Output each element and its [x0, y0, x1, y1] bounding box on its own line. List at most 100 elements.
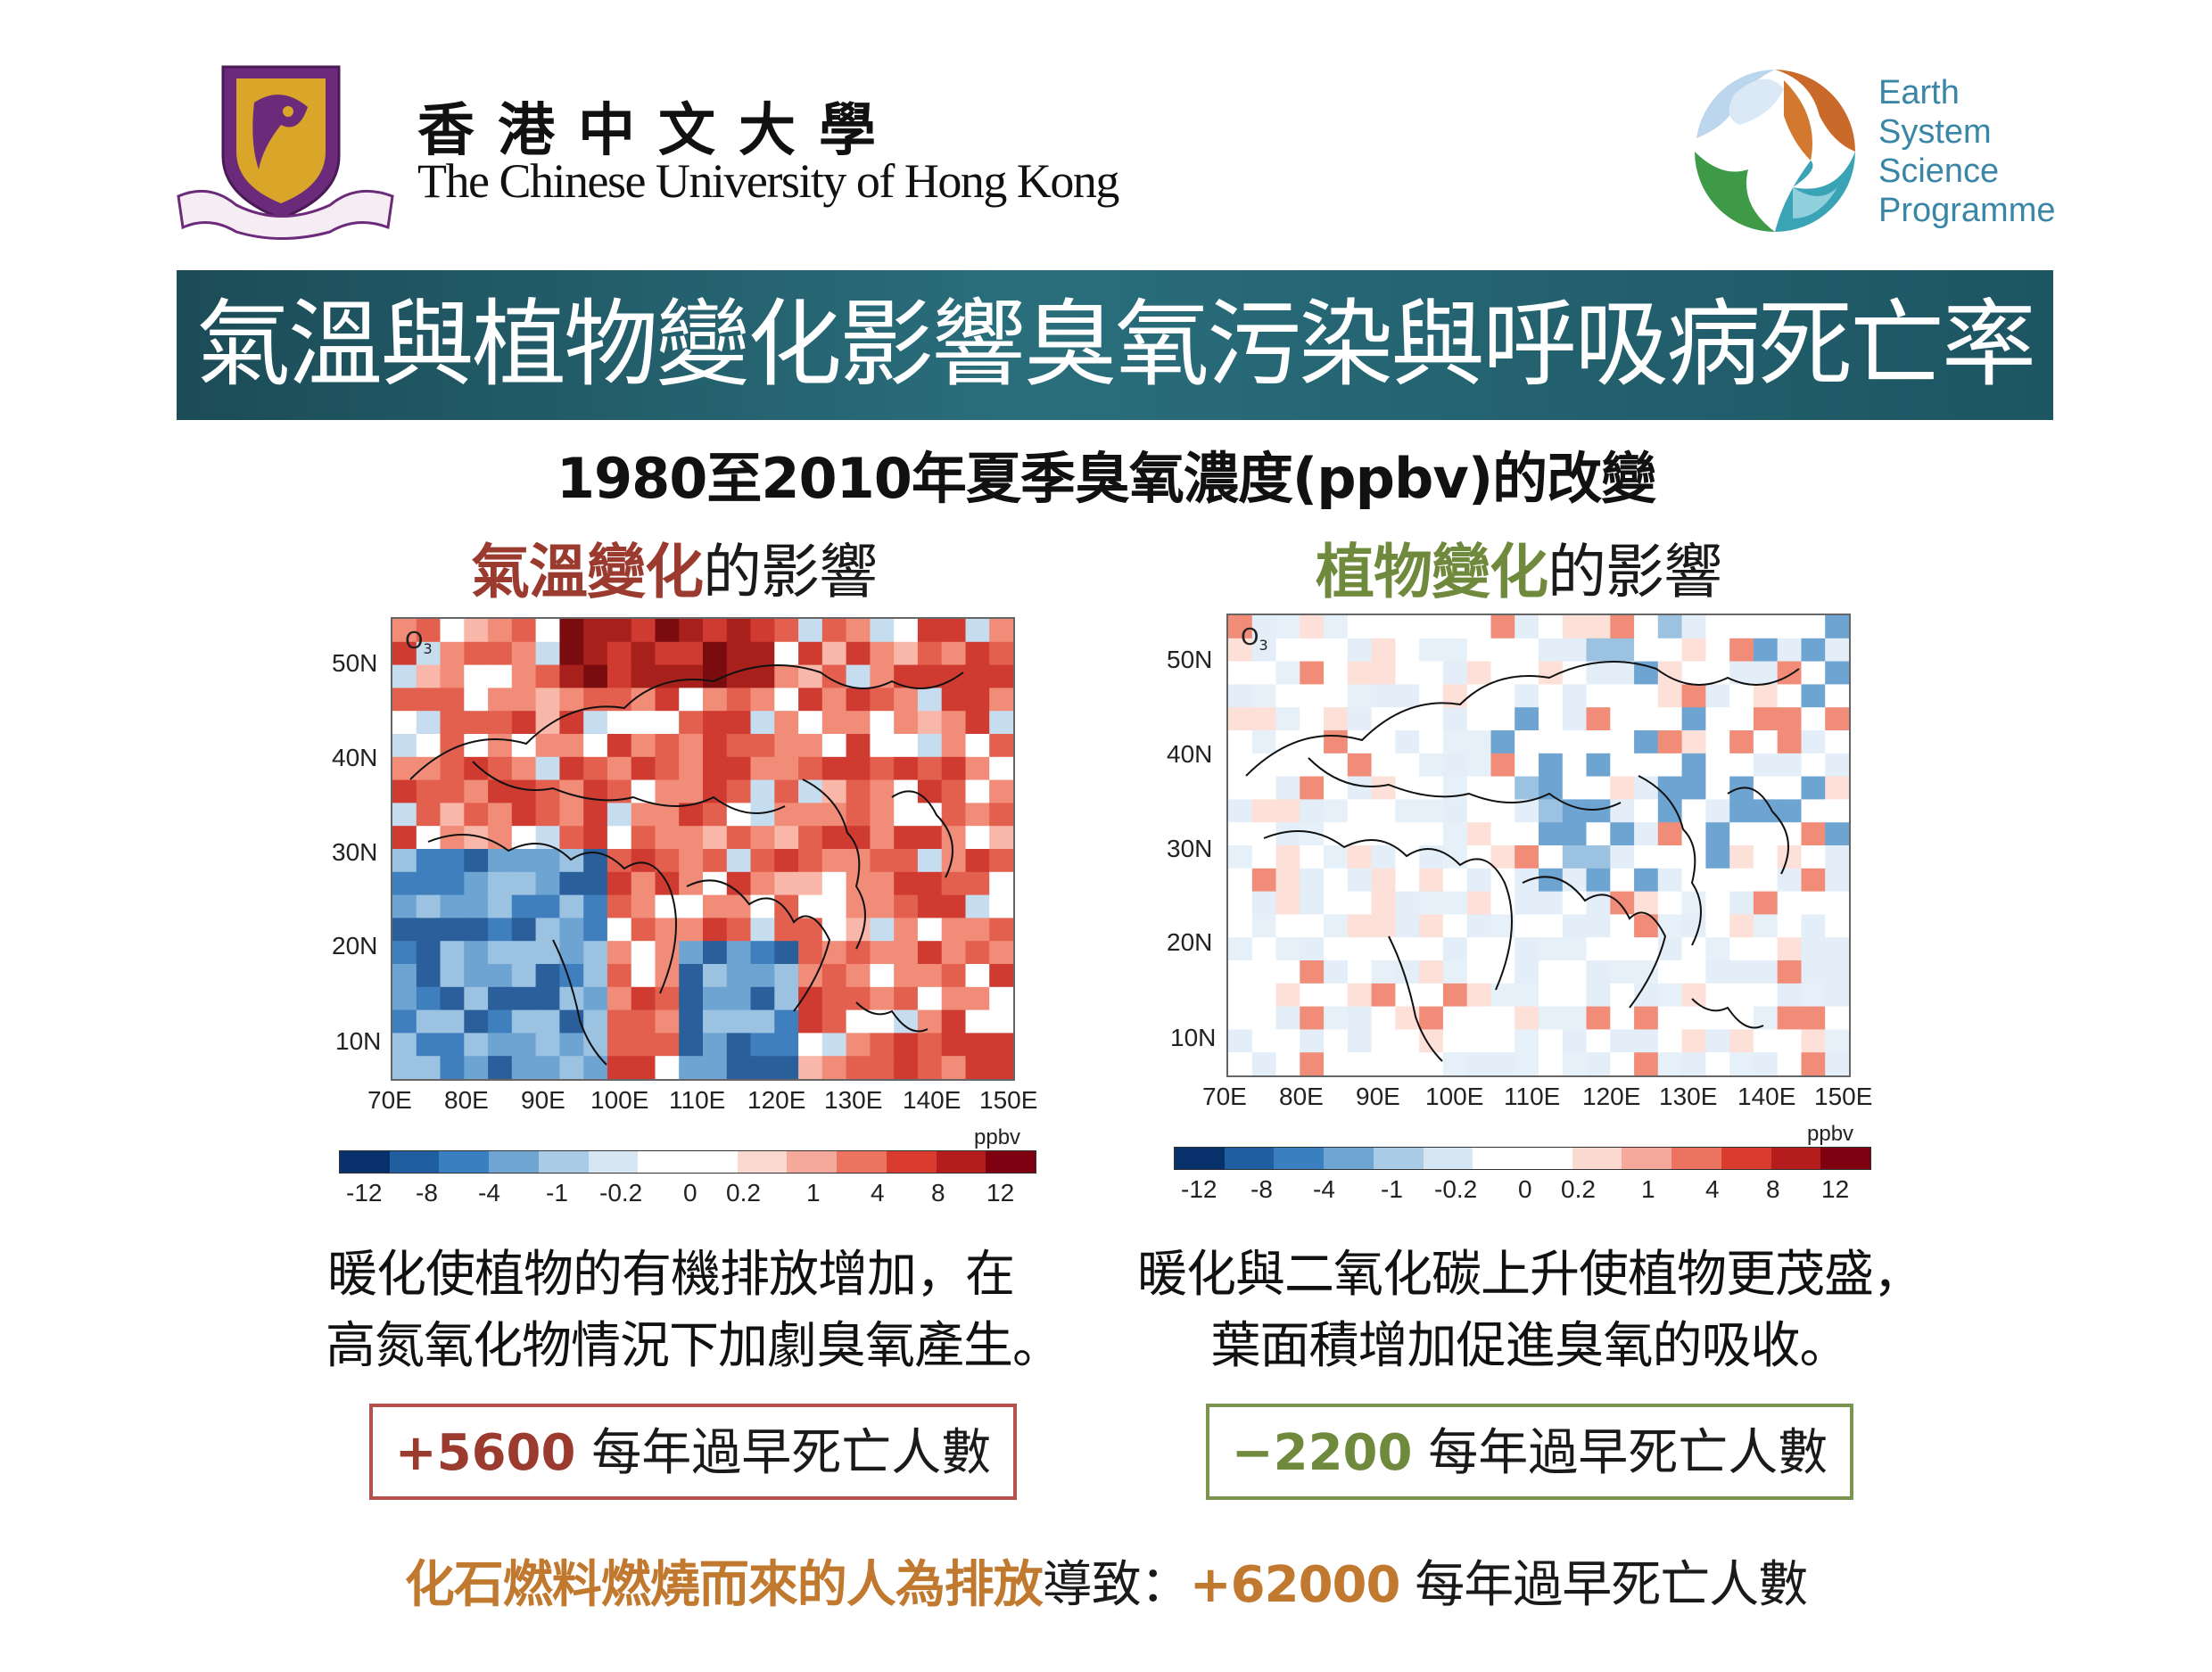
- grid-cell: [607, 1009, 632, 1034]
- grid-cell: [416, 918, 442, 942]
- grid-cell: [535, 918, 560, 942]
- grid-cell: [1705, 730, 1730, 754]
- grid-cell: [488, 734, 513, 758]
- grid-cell: [1251, 891, 1277, 915]
- grid-cell: [1347, 983, 1373, 1008]
- grid-cell: [1490, 1006, 1515, 1030]
- grid-cell: [440, 918, 465, 942]
- grid-cell: [1562, 684, 1588, 708]
- grid-cell: [511, 711, 537, 735]
- grid-cell: [392, 711, 417, 735]
- grid-cell: [1610, 799, 1635, 823]
- grid-cell: [1539, 638, 1564, 663]
- grid-cell: [1419, 799, 1444, 823]
- grid-cell: [1347, 914, 1373, 938]
- colorbar-swatch: [1274, 1148, 1325, 1169]
- grid-cell: [1515, 638, 1539, 663]
- grid-cell: [750, 1033, 775, 1057]
- grid-cell: [1801, 868, 1826, 893]
- grid-cell: [917, 826, 943, 850]
- grid-cell: [1705, 799, 1730, 823]
- grid-cell: [798, 641, 823, 666]
- colorbar-swatch: [886, 1151, 937, 1173]
- colorbar-tick: 4: [871, 1179, 885, 1207]
- grid-cell: [583, 871, 608, 896]
- grid-cell: [1466, 638, 1492, 663]
- vegetation-death-number: −2200: [1231, 1424, 1413, 1482]
- grid-cell: [392, 918, 417, 942]
- map-outline: [1638, 775, 1702, 946]
- grid-cell: [416, 779, 442, 803]
- lat-label: 10N: [335, 1027, 382, 1055]
- grid-cell: [1729, 891, 1754, 915]
- grid-cell: [1777, 891, 1803, 915]
- grid-cell: [488, 664, 513, 688]
- grid-cell: [1275, 753, 1300, 778]
- grid-cell: [703, 734, 728, 758]
- grid-cell: [965, 964, 990, 988]
- colorbar-swatch: [489, 1151, 539, 1173]
- grid-cell: [965, 803, 990, 827]
- grid-cell: [1324, 914, 1349, 938]
- grid-cell: [1539, 937, 1564, 961]
- grid-cell: [798, 711, 823, 735]
- colorbar-tick: 8: [1766, 1175, 1780, 1203]
- grid-cell: [917, 849, 943, 873]
- grid-cell: [870, 894, 895, 918]
- grid-cell: [1371, 1052, 1396, 1075]
- grid-cell: [941, 734, 967, 758]
- map-outline: [427, 834, 677, 994]
- grid-cell: [440, 1009, 465, 1034]
- grid-cell: [1251, 776, 1277, 800]
- grid-cell: [917, 734, 943, 758]
- grid-cell: [870, 641, 895, 666]
- grid-cell: [1825, 868, 1849, 893]
- grid-cell: [1324, 707, 1349, 731]
- grid-cell: [1371, 937, 1396, 961]
- grid-cell: [1705, 914, 1730, 938]
- grid-cell: [1777, 960, 1803, 984]
- grid-cell: [631, 871, 656, 896]
- grid-cell: [821, 734, 847, 758]
- grid-cell: [464, 1033, 489, 1057]
- grid-cell: [511, 871, 537, 896]
- grid-cell: [1515, 615, 1539, 639]
- grid-cell: [583, 1009, 608, 1034]
- vegetation-description: 暖化與二氧化碳上升使植物更茂盛， 葉面積增加促進臭氧的吸收。: [1137, 1240, 1923, 1382]
- grid-cell: [1753, 1029, 1779, 1053]
- grid-cell: [1681, 822, 1706, 846]
- grid-cell: [1801, 753, 1826, 778]
- map-outline: [1245, 661, 1800, 777]
- grid-cell: [464, 664, 489, 688]
- temperature-colorbar: [339, 1150, 1036, 1174]
- grid-cell: [1490, 822, 1515, 846]
- grid-cell: [1539, 730, 1564, 754]
- grid-cell: [774, 734, 799, 758]
- colorbar-swatch: [1622, 1148, 1672, 1169]
- grid-cell: [1251, 1006, 1277, 1030]
- grid-cell: [1729, 661, 1754, 685]
- grid-cell: [798, 826, 823, 850]
- grid-cell: [1466, 707, 1492, 731]
- grid-cell: [941, 894, 967, 918]
- colorbar-tick: -0.2: [599, 1179, 643, 1207]
- grid-cell: [1371, 1029, 1396, 1053]
- grid-cell: [1705, 684, 1730, 708]
- grid-cell: [679, 734, 704, 758]
- map-outline: [1727, 787, 1789, 875]
- grid-cell: [679, 1009, 704, 1034]
- grid-cell: [1419, 937, 1444, 961]
- grid-cell: [1586, 707, 1611, 731]
- grid-cell: [440, 871, 465, 896]
- grid-cell: [1466, 661, 1492, 685]
- grid-cell: [1419, 638, 1444, 663]
- grid-cell: [1466, 937, 1492, 961]
- grid-cell: [1395, 661, 1420, 685]
- grid-cell: [1419, 615, 1444, 639]
- grid-cell: [726, 894, 752, 918]
- grid-cell: [726, 1056, 752, 1079]
- grid-cell: [1681, 638, 1706, 663]
- grid-cell: [1275, 684, 1300, 708]
- grid-cell: [1753, 615, 1779, 639]
- grid-cell: [1275, 845, 1300, 869]
